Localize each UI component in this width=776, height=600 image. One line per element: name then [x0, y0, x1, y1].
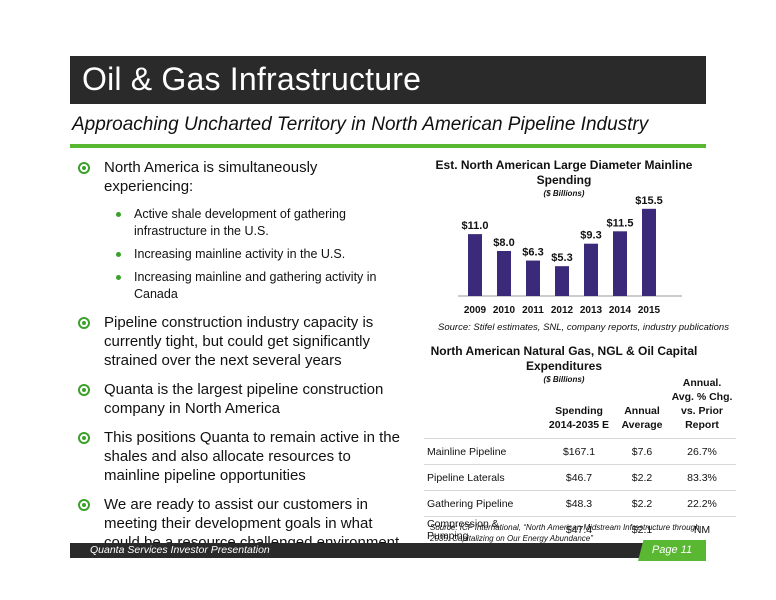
table-row: Pipeline Laterals $46.7 $2.2 83.3%	[424, 464, 736, 491]
chart-tick-label: 2014	[609, 305, 632, 316]
circle-bullet-icon	[78, 432, 90, 444]
title-bar: Oil & Gas Infrastructure	[70, 56, 706, 104]
chart-bar	[526, 260, 540, 296]
row-label: Gathering Pipeline	[424, 490, 542, 517]
dot-bullet-icon	[116, 252, 121, 257]
table-cell: 22.2%	[668, 490, 736, 517]
chart-data-label: $6.3	[522, 247, 543, 259]
chart-data-label: $9.3	[580, 230, 601, 242]
table-cell: 26.7%	[668, 438, 736, 465]
circle-bullet-icon	[78, 162, 90, 174]
dot-bullet-icon	[116, 212, 121, 217]
page-number-tag: Page 11	[638, 540, 706, 561]
chart-bar	[584, 243, 598, 296]
chart-bar	[642, 208, 656, 296]
bullet-text: North America is simultaneously experien…	[104, 159, 318, 195]
chart-data-label: $15.5	[635, 195, 663, 207]
footer-bar: Quanta Services Investor Presentation Pa…	[70, 540, 706, 561]
sub-bullet-text: Increasing mainline and gathering activi…	[134, 270, 377, 301]
circle-bullet-icon	[78, 317, 90, 329]
row-label: Compression & Pumping	[424, 516, 542, 542]
mainline-spending-chart: $11.0 2009 $8.0 2010 $6.3 2011 $5.3 2012 $9.3 201…	[458, 195, 682, 316]
column-header: Spending 2014-2035 E	[548, 405, 610, 431]
circle-bullet-icon	[78, 384, 90, 396]
table-row: Mainline Pipeline $167.1 $7.6 26.7%	[424, 438, 736, 465]
column-header: Annual Average	[621, 405, 663, 431]
bullet-text: Quanta is the largest pipeline construct…	[104, 381, 384, 417]
table-row: Compression & Pumping $47.4 $2.1 NM	[424, 516, 736, 542]
chart-tick-label: 2013	[580, 305, 603, 316]
table-row: Gathering Pipeline $48.3 $2.2 22.2%	[424, 490, 736, 517]
chart-tick-label: 2011	[522, 305, 544, 316]
bullet-list: North America is simultaneously experien…	[78, 158, 408, 562]
chart-data-label: $11.5	[607, 217, 634, 229]
bullet-item: North America is simultaneously experien…	[78, 158, 408, 196]
chart-data-label: $11.0	[462, 220, 489, 232]
sub-bullet-item: Increasing mainline activity in the U.S.	[78, 246, 408, 263]
chart-bar	[497, 251, 511, 296]
column-header: Annual. Avg. % Chg. vs. Prior Report	[671, 377, 733, 431]
circle-bullet-icon	[78, 499, 90, 511]
chart-source: Source: Stifel estimates, SNL, company r…	[438, 322, 729, 333]
sub-bullet-item: Increasing mainline and gathering activi…	[78, 269, 408, 303]
page-title: Oil & Gas Infrastructure	[82, 61, 422, 97]
chart-unit-label: ($ Billions)	[543, 189, 585, 198]
chart-bar	[468, 234, 482, 296]
column-header	[424, 376, 542, 439]
green-divider	[70, 144, 706, 148]
dot-bullet-icon	[116, 275, 121, 280]
chart-tick-label: 2009	[464, 305, 487, 316]
chart-bar	[555, 266, 569, 296]
page-subtitle: Approaching Uncharted Territory in North…	[72, 114, 649, 135]
table-cell: $48.3	[542, 490, 616, 517]
chart-tick-label: 2010	[493, 305, 516, 316]
bullet-item: Quanta is the largest pipeline construct…	[78, 380, 408, 418]
chart-data-label: $8.0	[493, 237, 514, 249]
table-source: Source: ICF International, “North Americ…	[430, 523, 700, 543]
table-title: North American Natural Gas, NGL & Oil Ca…	[430, 344, 698, 373]
chart-title: Est. North American Large Diameter Mainl…	[435, 158, 693, 187]
table-cell: $2.2	[616, 464, 668, 491]
sub-bullet-item: Active shale development of gathering in…	[78, 206, 408, 240]
table-cell: $167.1	[542, 438, 616, 465]
table-cell: $46.7	[542, 464, 616, 491]
page-number: Page 11	[651, 544, 693, 556]
chart-bar	[613, 231, 627, 296]
bullet-text: Pipeline construction industry capacity …	[104, 314, 374, 369]
table-cell: $2.2	[616, 490, 668, 517]
bullet-item: Pipeline construction industry capacity …	[78, 313, 408, 370]
table-unit-label: ($ Billions)	[543, 375, 585, 384]
chart-tick-label: 2015	[638, 305, 661, 316]
bullet-text: This positions Quanta to remain active i…	[104, 429, 400, 484]
table-cell: 83.3%	[668, 464, 736, 491]
chart-tick-label: 2012	[551, 305, 574, 316]
sub-bullet-text: Active shale development of gathering in…	[134, 207, 346, 238]
sub-bullet-text: Increasing mainline activity in the U.S.	[134, 247, 346, 261]
row-label: Mainline Pipeline	[424, 438, 542, 465]
capex-table: Spending 2014-2035 E Annual Average Annu…	[424, 376, 736, 542]
table-cell: NM	[668, 516, 736, 542]
bullet-item: This positions Quanta to remain active i…	[78, 428, 408, 485]
table-cell: $2.1	[616, 516, 668, 542]
table-cell: $47.4	[542, 516, 616, 542]
row-label: Pipeline Laterals	[424, 464, 542, 491]
chart-data-label: $5.3	[551, 252, 572, 264]
footer-label: Quanta Services Investor Presentation	[90, 544, 270, 556]
table-header-row: Spending 2014-2035 E Annual Average Annu…	[424, 376, 736, 439]
table-cell: $7.6	[616, 438, 668, 465]
